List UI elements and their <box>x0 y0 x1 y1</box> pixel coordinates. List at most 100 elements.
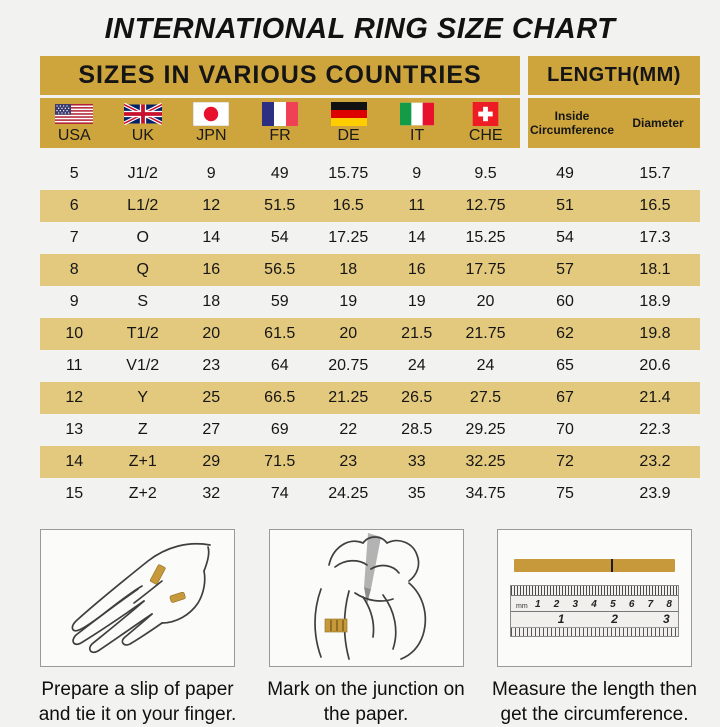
ruler-number: 2 <box>553 599 560 610</box>
cell-inside-circumference: 49 <box>556 165 574 182</box>
cell-che: 17.75 <box>465 261 506 278</box>
cell-fr: 61.5 <box>264 325 296 342</box>
ruler-number: 5 <box>610 599 616 610</box>
cell-che: 9.5 <box>474 165 497 182</box>
cell-uk: L1/2 <box>127 197 159 214</box>
strip-mark <box>610 559 613 572</box>
ruler-number: 4 <box>591 599 597 610</box>
table-row: 5 J1/2 9 49 15.75 9 9.5 49 15.7 <box>40 158 700 190</box>
country-code: UK <box>131 127 154 144</box>
cell-uk: T1/2 <box>126 325 159 342</box>
cell-jpn: 29 <box>202 453 221 470</box>
cell-inside-circumference: 51 <box>556 197 574 214</box>
cell-uk: J1/2 <box>127 165 158 182</box>
table-row: 8 Q 16 56.5 18 16 17.75 57 18.1 <box>40 254 700 286</box>
ruler-number: 1 <box>535 599 541 610</box>
cell-jpn: 16 <box>202 261 221 278</box>
diameter-column-label: Diameter <box>632 115 684 130</box>
table-row: 11 V1/2 23 64 20.75 24 24 65 20.6 <box>40 350 700 382</box>
chart-column-header: USA UK JPN <box>40 98 700 148</box>
column-uk: UK <box>109 102 178 144</box>
uk-flag-icon <box>123 102 162 126</box>
ruler-ticks <box>511 627 678 636</box>
ruler-number: 3 <box>572 599 579 610</box>
cell-it: 35 <box>407 485 426 502</box>
cell-jpn: 27 <box>202 421 221 438</box>
cell-usa: 6 <box>69 197 79 214</box>
ruler-number: 2 <box>611 612 618 626</box>
country-code: FR <box>269 127 291 144</box>
germany-flag-icon <box>330 102 367 126</box>
cell-diameter: 20.6 <box>639 357 671 374</box>
cell-che: 24 <box>476 357 495 374</box>
ruler-unit-label: mm <box>516 603 528 610</box>
table-row: 6 L1/2 12 51.5 16.5 11 12.75 51 16.5 <box>40 190 700 222</box>
cell-che: 20 <box>476 293 495 310</box>
header-divider <box>520 56 528 95</box>
cell-che: 34.75 <box>465 485 506 502</box>
cell-che: 21.75 <box>465 325 506 342</box>
column-jpn: JPN <box>177 102 246 144</box>
column-it: IT <box>383 102 452 144</box>
ruler-number: 8 <box>666 599 672 610</box>
ruler-number: 3 <box>662 612 670 626</box>
cell-inside-circumference: 60 <box>556 293 574 310</box>
table-row: 15 Z+2 32 74 24.25 35 34.75 75 23.9 <box>40 478 700 510</box>
cell-diameter: 19.8 <box>639 325 671 342</box>
cell-uk: Y <box>137 389 149 406</box>
cell-diameter: 18.9 <box>639 293 671 310</box>
cell-che: 12.75 <box>465 197 506 214</box>
cell-de: 20.75 <box>328 357 369 374</box>
ruler-inch-numbers: 1 2 3 <box>511 612 678 627</box>
ruler-cm-numbers: 1 2 3 4 5 6 7 8 <box>511 597 678 611</box>
usa-flag-icon <box>55 104 94 124</box>
page-title: INTERNATIONAL RING SIZE CHART <box>104 13 616 45</box>
table-row: 13 Z 27 69 22 28.5 29.25 70 22.3 <box>40 414 700 446</box>
cell-de: 22 <box>339 421 358 438</box>
countries-group-header: SIZES IN VARIOUS COUNTRIES <box>40 56 520 95</box>
cell-jpn: 20 <box>202 325 221 342</box>
instruction-caption: Mark on the junction on the paper. <box>267 679 465 725</box>
cell-it: 24 <box>407 357 426 374</box>
cell-diameter: 17.3 <box>639 229 671 246</box>
inside-circumference-column-label: Inside Circumference <box>530 108 615 137</box>
marking-hand-illustration <box>314 533 427 660</box>
table-row: 10 T1/2 20 61.5 20 21.5 21.75 62 19.8 <box>40 318 700 350</box>
chart-group-header: SIZES IN VARIOUS COUNTRIES LENGTH(MM) <box>40 56 700 95</box>
cell-it: 16 <box>407 261 426 278</box>
cell-usa: 11 <box>65 357 83 374</box>
cell-usa: 10 <box>65 325 84 342</box>
cell-de: 17.25 <box>328 229 369 246</box>
cell-usa: 13 <box>65 421 84 438</box>
cell-jpn: 18 <box>202 293 221 310</box>
cell-che: 32.25 <box>465 453 506 470</box>
cell-it: 28.5 <box>401 421 433 438</box>
cell-jpn: 12 <box>202 197 221 214</box>
country-code: JPN <box>196 127 227 144</box>
instruction-caption: Prepare a slip of paper and tie it on yo… <box>38 679 237 725</box>
instruction-caption: Measure the length then get the circumfe… <box>492 679 697 725</box>
cell-de: 18 <box>339 261 358 278</box>
ruler-number: 1 <box>557 612 565 626</box>
cell-inside-circumference: 75 <box>556 485 574 502</box>
length-columns: Inside Circumference Diameter <box>528 98 700 148</box>
cell-inside-circumference: 72 <box>556 453 574 470</box>
cell-uk: O <box>136 229 149 246</box>
cell-de: 24.25 <box>328 485 369 502</box>
cell-usa: 15 <box>65 485 84 502</box>
cell-uk: Z <box>137 421 148 438</box>
column-usa: USA <box>40 102 109 144</box>
cell-diameter: 23.9 <box>639 485 671 502</box>
cell-inside-circumference: 57 <box>556 261 574 278</box>
cell-uk: V1/2 <box>126 357 160 374</box>
cell-usa: 14 <box>65 453 84 470</box>
cell-de: 19 <box>339 293 358 310</box>
cell-fr: 74 <box>270 485 289 502</box>
france-flag-icon <box>261 102 298 126</box>
length-group-header: LENGTH(MM) <box>528 56 700 95</box>
cell-fr: 49 <box>270 165 289 182</box>
cell-diameter: 21.4 <box>639 389 671 406</box>
table-row: 14 Z+1 29 71.5 23 33 32.25 72 23.2 <box>40 446 700 478</box>
cell-che: 27.5 <box>469 389 502 406</box>
instruction-card-measure: mm 1 2 3 4 5 6 7 8 1 2 3 Measure the length then … <box>492 529 697 727</box>
